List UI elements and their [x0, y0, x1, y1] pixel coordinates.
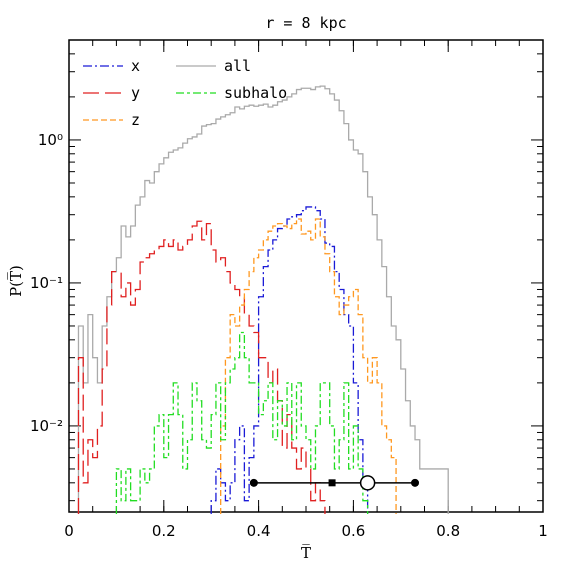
series-layer [77, 85, 449, 514]
x-tick-label: 0.4 [247, 522, 271, 540]
open-circle-marker [359, 475, 376, 491]
legend-label-x: x [131, 57, 140, 75]
series-y [77, 220, 326, 514]
legend-label-y: y [131, 84, 140, 102]
x-tick-label: 0.8 [436, 522, 460, 540]
legend: all xyz subhalo [83, 57, 287, 129]
legend-label-z: z [131, 111, 140, 129]
x-tick-label: 0 [64, 522, 74, 540]
x-tick-label: 0.6 [341, 522, 365, 540]
y-tick-label: 10⁰ [38, 131, 63, 149]
filled-square-marker [328, 479, 336, 487]
point-markers [249, 475, 420, 491]
x-tick-label: 0.2 [152, 522, 176, 540]
filled-circle-marker [249, 478, 258, 487]
series-z [220, 218, 397, 514]
series-x [210, 206, 369, 514]
chart-title: r = 8 kpc [265, 14, 346, 32]
filled-circle-marker [411, 478, 420, 487]
x-axis-label: T̅ [301, 543, 311, 562]
series-subhalo [115, 331, 369, 514]
x-tick-label: 1 [538, 522, 548, 540]
plot-frame [68, 39, 544, 513]
y-tick-label: 10⁻¹ [30, 274, 63, 292]
legend-label-subhalo: subhalo [224, 84, 287, 102]
y-tick-label: 10⁻² [30, 417, 63, 435]
legend-label-all: all [224, 57, 251, 75]
axis-ticks: 0 0.2 0.4 0.6 0.8 1 10⁻² 10⁻¹ 10⁰ [30, 39, 548, 540]
series-all [77, 85, 449, 514]
y-axis-label: P(T̅) [6, 265, 25, 297]
